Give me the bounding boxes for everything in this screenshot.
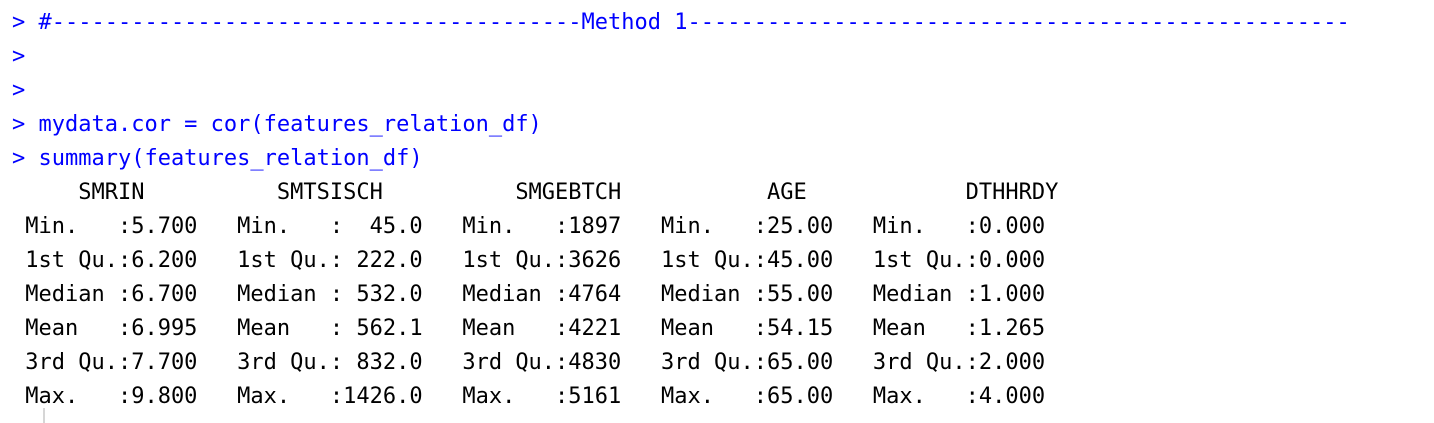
summary-row: 1st Qu.:6.200 1st Qu.: 222.0 1st Qu.:362… [12, 248, 1072, 273]
console-command-line: > summary(features_relation_df) [12, 146, 423, 171]
summary-row: Max. :9.800 Max. :1426.0 Max. :5161 Max.… [12, 384, 1072, 409]
r-console[interactable]: > #-------------------------------------… [12, 6, 1427, 411]
summary-row: Min. :5.700 Min. : 45.0 Min. :1897 Min. … [12, 214, 1072, 239]
console-command-line: > #-------------------------------------… [12, 10, 1350, 35]
console-command-line: > [12, 78, 26, 103]
summary-row: Median :6.700 Median : 532.0 Median :476… [12, 282, 1072, 307]
text-cursor [43, 408, 45, 423]
console-command-line: > [12, 44, 26, 69]
summary-row: 3rd Qu.:7.700 3rd Qu.: 832.0 3rd Qu.:483… [12, 350, 1072, 375]
console-command-line: > mydata.cor = cor(features_relation_df) [12, 112, 542, 137]
summary-row: Mean :6.995 Mean : 562.1 Mean :4221 Mean… [12, 316, 1072, 341]
summary-header-row: SMRIN SMTSISCH SMGEBTCH AGE DTHHRDY [12, 180, 1125, 205]
